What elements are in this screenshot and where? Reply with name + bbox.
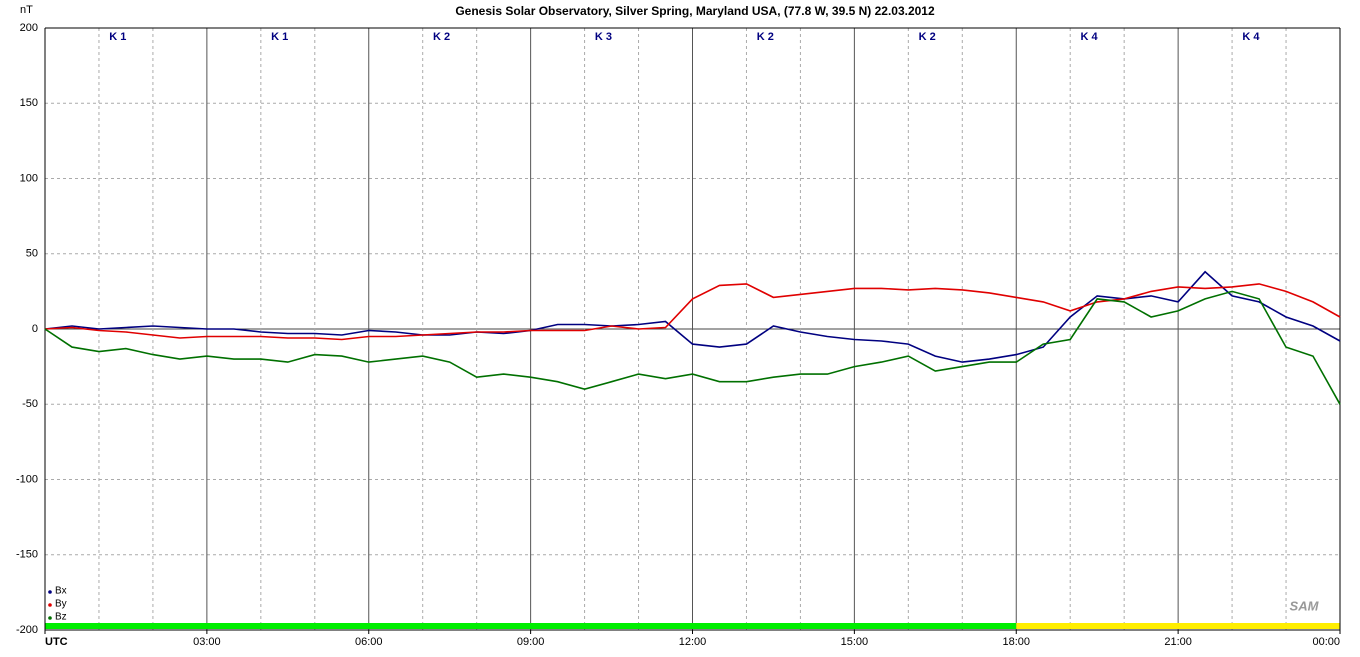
k-index-label: K 3 [595, 31, 612, 43]
chart-title: Genesis Solar Observatory, Silver Spring… [455, 4, 935, 18]
y-axis-label: nT [20, 4, 33, 16]
y-tick-label: 50 [26, 248, 38, 260]
k-index-label: K 1 [271, 31, 288, 43]
x-tick-label: 15:00 [841, 636, 869, 648]
x-tick-label: 06:00 [355, 636, 383, 648]
x-tick-label: 18:00 [1002, 636, 1030, 648]
x-tick-label: 00:00 [1312, 636, 1340, 648]
series-line [44, 283, 1341, 341]
legend-label: By [55, 599, 67, 610]
k-index-label: K 4 [1242, 31, 1260, 43]
legend-label: Bz [55, 612, 67, 623]
k-index-label: K 2 [757, 31, 774, 43]
legend-label: Bx [55, 586, 67, 597]
y-tick-label: 100 [20, 172, 38, 184]
y-tick-label: -100 [16, 473, 38, 485]
y-tick-label: 200 [20, 22, 38, 34]
x-tick-label: 21:00 [1164, 636, 1192, 648]
y-tick-label: -150 [16, 549, 38, 561]
status-bar-segment [1016, 623, 1340, 629]
x-tick-label: UTC [45, 636, 68, 648]
series-line [44, 290, 1341, 405]
x-tick-label: 09:00 [517, 636, 545, 648]
legend-swatch [48, 590, 52, 594]
y-tick-label: 0 [32, 323, 38, 335]
y-tick-label: -200 [16, 624, 38, 636]
y-tick-label: -50 [22, 398, 38, 410]
status-bar-segment [45, 623, 1017, 629]
x-tick-label: 03:00 [193, 636, 221, 648]
logo: SAM [1290, 598, 1320, 613]
k-index-label: K 2 [433, 31, 450, 43]
legend-swatch [48, 603, 52, 607]
k-index-label: K 2 [919, 31, 936, 43]
k-index-label: K 1 [109, 31, 126, 43]
legend-swatch [48, 616, 52, 620]
x-tick-label: 12:00 [679, 636, 707, 648]
k-index-label: K 4 [1081, 31, 1099, 43]
y-tick-label: 150 [20, 97, 38, 109]
